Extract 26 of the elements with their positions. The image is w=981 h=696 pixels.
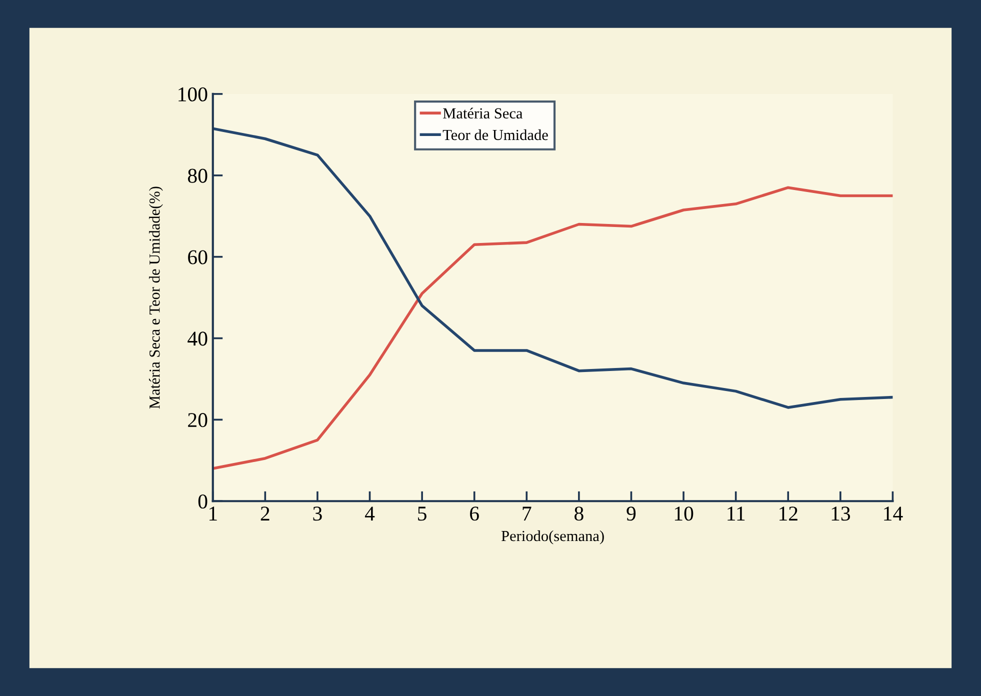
y-tick-label: 40 — [188, 332, 208, 346]
x-tick-label: 6 — [470, 506, 479, 521]
y-axis-title: Matéria Seca e Teor de Umidade(%) — [149, 186, 163, 409]
x-tick-label: 9 — [626, 506, 636, 521]
y-tick-label: 20 — [188, 413, 208, 428]
x-tick-label: 13 — [832, 506, 850, 521]
y-tick-label: 60 — [188, 250, 208, 264]
x-tick-label: 10 — [674, 506, 694, 521]
line-series — [212, 127, 893, 409]
legend-label: Teor de Umidade — [442, 129, 548, 140]
line-series — [212, 186, 893, 470]
x-tick-label: 11 — [728, 506, 745, 520]
x-tick-label: 3 — [313, 506, 322, 521]
y-tick-label: 0 — [198, 494, 208, 509]
x-axis-title: Periodo(semana) — [501, 530, 604, 544]
legend-label: Matéria Seca — [443, 108, 523, 119]
x-tick-label: 12 — [780, 506, 798, 520]
x-tick-label: 8 — [574, 506, 584, 521]
x-tick-label: 1 — [210, 506, 217, 520]
x-tick-label: 2 — [260, 506, 270, 520]
y-tick-label: 80 — [188, 168, 208, 183]
x-tick-label: 4 — [364, 506, 375, 520]
x-tick-label: 5 — [418, 506, 426, 521]
x-tick-label: 7 — [522, 506, 532, 520]
y-tick-label: 100 — [178, 87, 208, 102]
x-tick-label: 14 — [884, 506, 903, 520]
